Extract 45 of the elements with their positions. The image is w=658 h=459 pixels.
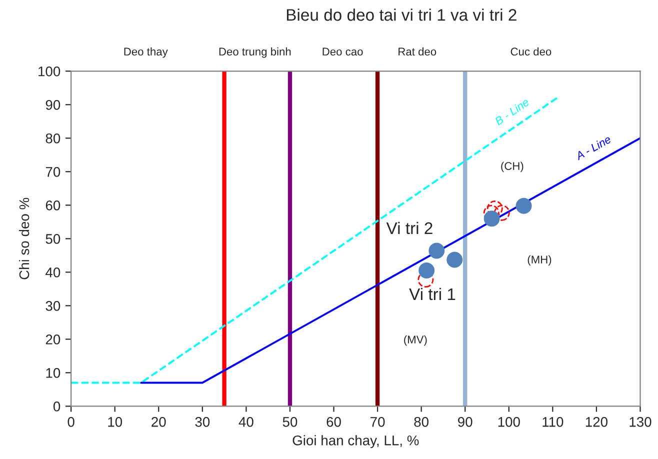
point (484, 210, 500, 227)
y-tick-label: 40 (46, 268, 60, 278)
y-tick-label: 30 (46, 301, 60, 311)
x-tick-label: 70 (370, 417, 385, 427)
text: Deo thay (124, 47, 168, 58)
text: A - Line (574, 134, 612, 160)
x-tick-label: 100 (498, 417, 520, 427)
x-tick-label: 60 (326, 417, 341, 427)
y-tick-label: 50 (46, 234, 60, 244)
point (428, 242, 445, 259)
annotation: (CH) (501, 162, 524, 172)
x-tick-label: 40 (238, 417, 254, 427)
chart-title: Bieu do deo tai vi tri 1 va vi tri 2 (286, 8, 516, 21)
y-tick-label: 20 (46, 334, 60, 344)
y-axis-title: Chi so deo % (18, 198, 30, 280)
annotation: (MV) (404, 335, 427, 346)
text: Deo trung binh (219, 47, 291, 58)
point (418, 262, 435, 278)
y-tick-label: 0 (53, 402, 60, 412)
annotation: Vi tri 1 (409, 288, 456, 300)
x-tick-label: 20 (152, 417, 166, 427)
point (446, 252, 463, 268)
x-tick-label: 10 (108, 417, 122, 427)
y-tick-label: 10 (46, 368, 60, 378)
x-tick-label: 120 (586, 417, 608, 427)
annotation: (MH) (528, 255, 552, 266)
annotation: Vi tri 2 (386, 222, 432, 234)
x-tick-label: 80 (414, 417, 429, 427)
text: B - Line (494, 98, 530, 126)
x-tick-label: 90 (458, 417, 472, 427)
x-tick-label: 30 (195, 417, 210, 427)
y-tick-label: 70 (46, 167, 60, 177)
x-axis-title: Gioi han chay, LL, % (292, 435, 419, 448)
text: Rat deo (398, 47, 436, 56)
y-tick-label: 60 (46, 200, 60, 210)
point (516, 198, 532, 214)
x-tick-label: 130 (630, 417, 652, 427)
text: Cuc deo (510, 47, 552, 56)
y-tick-label: 100 (38, 66, 60, 76)
y-tick-label: 80 (46, 133, 60, 144)
x-tick-label: 0 (68, 417, 74, 427)
x-tick-label: 50 (282, 417, 298, 427)
y-tick-label: 90 (46, 100, 60, 110)
text: Deo cao (322, 48, 363, 56)
x-tick-label: 110 (542, 417, 564, 427)
